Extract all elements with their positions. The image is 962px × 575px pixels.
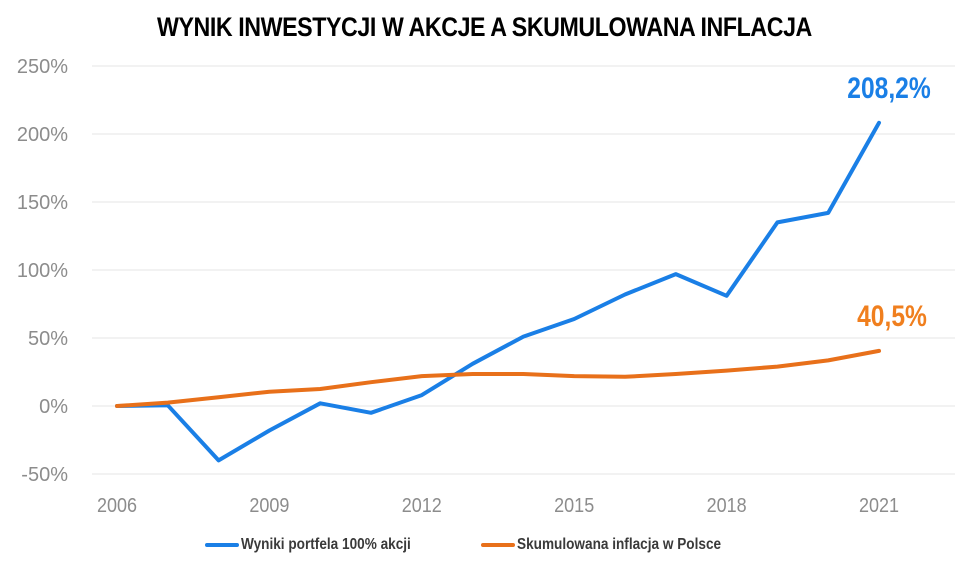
x-tick-label: 2006 <box>97 495 137 517</box>
stocks-end-annotation: 208,2% <box>847 71 930 105</box>
x-tick-label: 2018 <box>707 495 747 517</box>
x-axis-ticks: 2006 2009 2012 2015 2018 2021 <box>97 495 899 517</box>
inflation-series-line <box>115 348 881 408</box>
y-tick-label: 200% <box>17 124 68 146</box>
legend-swatch-inflation <box>480 543 515 547</box>
inflation-end-annotation: 40,5% <box>857 299 927 333</box>
y-axis-ticks: 250% 200% 150% 100% 50% 0% -50% <box>17 56 68 486</box>
y-tick-label: 0% <box>39 396 68 418</box>
series-lines <box>115 120 881 463</box>
x-tick-label: 2009 <box>249 495 289 517</box>
legend-label-stocks: Wyniki portfela 100% akcji <box>241 536 411 553</box>
legend-label-inflation: Skumulowana inflacja w Polsce <box>516 536 721 553</box>
legend: Wyniki portfela 100% akcji Skumulowana i… <box>0 536 962 554</box>
x-tick-label: 2021 <box>859 495 899 517</box>
x-tick-label: 2012 <box>402 495 442 517</box>
y-tick-label: 250% <box>17 56 68 78</box>
legend-item-stocks[interactable]: Wyniki portfela 100% akcji <box>205 536 441 554</box>
x-tick-label: 2015 <box>554 495 594 517</box>
y-tick-label: 100% <box>17 260 68 282</box>
stocks-series-line <box>115 120 881 463</box>
y-tick-label: 50% <box>28 328 68 350</box>
y-tick-label: -50% <box>21 464 68 486</box>
gridlines <box>92 65 955 475</box>
legend-item-inflation[interactable]: Skumulowana inflacja w Polsce <box>480 536 757 554</box>
chart-title: WYNIK INWESTYCJI W AKCJE A SKUMULOWANA I… <box>157 12 812 42</box>
y-tick-label: 150% <box>17 192 68 214</box>
legend-swatch-stocks <box>205 543 240 547</box>
